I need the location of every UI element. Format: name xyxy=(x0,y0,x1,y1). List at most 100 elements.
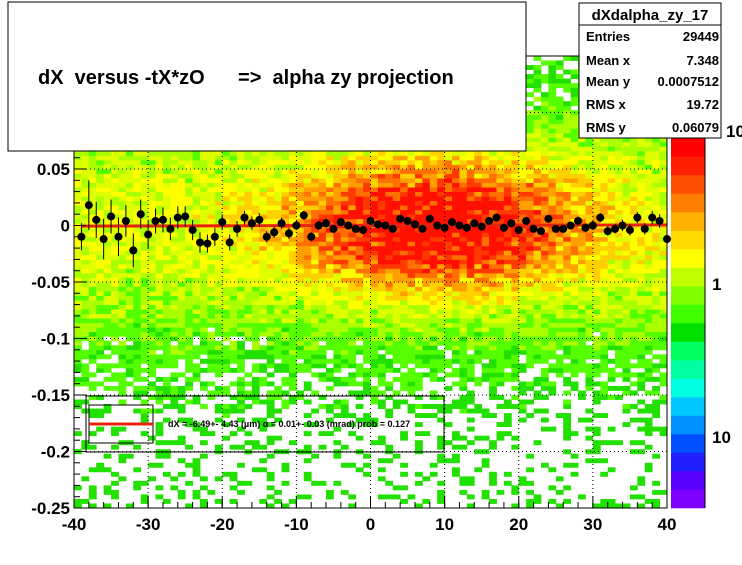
heatmap-cell xyxy=(422,227,431,233)
heatmap-cell xyxy=(177,282,186,287)
heatmap-cell xyxy=(496,381,505,387)
heatmap-cell xyxy=(511,173,520,179)
heatmap-cell xyxy=(318,431,327,437)
heatmap-cell xyxy=(503,150,512,156)
heatmap-cell xyxy=(185,259,193,265)
heatmap-cell xyxy=(318,282,327,287)
heatmap-cell xyxy=(333,155,342,161)
heatmap-cell xyxy=(251,214,260,220)
heatmap-cell xyxy=(229,191,238,197)
heatmap-cell xyxy=(318,155,327,161)
heatmap-cell xyxy=(229,178,238,183)
heatmap-cell xyxy=(422,498,431,504)
heatmap-cell xyxy=(370,291,379,296)
heatmap-cell xyxy=(377,313,386,319)
heatmap-cell xyxy=(296,390,305,396)
heatmap-cell xyxy=(192,426,201,432)
heatmap-cell xyxy=(540,159,549,165)
heatmap-cell xyxy=(400,200,408,206)
heatmap-cell xyxy=(392,182,401,188)
heatmap-cell xyxy=(133,318,142,324)
heatmap-cell xyxy=(140,250,149,256)
heatmap-cell xyxy=(481,164,490,170)
heatmap-cell xyxy=(207,209,216,215)
heatmap-cell xyxy=(533,376,542,382)
heatmap-cell xyxy=(414,250,423,256)
heatmap-cell xyxy=(274,349,282,355)
heatmap-cell xyxy=(333,286,342,292)
heatmap-cell xyxy=(459,159,468,165)
heatmap-cell xyxy=(518,173,527,179)
heatmap-cell xyxy=(88,182,97,188)
heatmap-cell xyxy=(422,413,431,418)
heatmap-cell xyxy=(437,250,446,256)
heatmap-cell xyxy=(266,259,275,265)
heatmap-cell xyxy=(244,331,253,337)
heatmap-cell xyxy=(125,322,134,328)
heatmap-cell xyxy=(474,232,483,238)
heatmap-cell xyxy=(533,209,542,215)
heatmap-cell xyxy=(148,349,156,355)
heatmap-cell xyxy=(563,462,572,468)
heatmap-cell xyxy=(400,363,408,369)
heatmap-cell xyxy=(133,345,142,351)
heatmap-cell xyxy=(133,286,142,292)
heatmap-cell xyxy=(385,173,394,179)
heatmap-cell xyxy=(296,218,305,224)
heatmap-cell xyxy=(340,227,349,233)
heatmap-cell xyxy=(437,200,446,206)
heatmap-cell xyxy=(526,123,534,129)
heatmap-cell xyxy=(429,241,438,247)
heatmap-cell xyxy=(103,489,112,495)
heatmap-cell xyxy=(466,232,475,238)
heatmap-cell xyxy=(118,178,127,183)
heatmap-cell xyxy=(355,236,364,242)
heatmap-cell xyxy=(88,245,97,251)
heatmap-cell xyxy=(162,318,171,324)
heatmap-cell xyxy=(452,245,460,251)
heatmap-cell xyxy=(548,286,557,292)
heatmap-cell xyxy=(392,304,401,310)
heatmap-cell xyxy=(348,304,357,310)
heatmap-cell xyxy=(326,340,334,346)
heatmap-cell xyxy=(392,187,401,192)
heatmap-cell xyxy=(489,309,497,315)
heatmap-cell xyxy=(237,268,245,274)
heatmap-cell xyxy=(288,363,297,369)
heatmap-cell xyxy=(118,277,127,283)
heatmap-cell xyxy=(392,241,401,247)
heatmap-cell xyxy=(222,268,231,274)
heatmap-cell xyxy=(370,295,379,301)
heatmap-cell xyxy=(400,431,408,437)
heatmap-cell xyxy=(200,232,208,238)
heatmap-cell xyxy=(333,209,342,215)
heatmap-cell xyxy=(118,173,127,179)
heatmap-cell xyxy=(540,101,549,107)
heatmap-cell xyxy=(96,200,105,206)
heatmap-cell xyxy=(385,241,394,247)
heatmap-cell xyxy=(407,309,416,315)
heatmap-cell xyxy=(214,318,223,324)
heatmap-cell xyxy=(214,250,223,256)
heatmap-cell xyxy=(555,358,564,364)
heatmap-cell xyxy=(355,367,364,373)
heatmap-cell xyxy=(88,413,97,418)
heatmap-cell xyxy=(555,110,564,116)
heatmap-cell xyxy=(222,309,231,315)
heatmap-cell xyxy=(177,404,186,409)
heatmap-cell xyxy=(214,327,223,333)
heatmap-cell xyxy=(318,268,327,274)
heatmap-cell xyxy=(429,404,438,409)
heatmap-cell xyxy=(148,309,156,315)
heatmap-cell xyxy=(414,372,423,378)
heatmap-cell xyxy=(377,272,386,278)
heatmap-cell xyxy=(503,345,512,351)
heatmap-cell xyxy=(429,268,438,274)
heatmap-cell xyxy=(340,381,349,387)
heatmap-cell xyxy=(140,385,149,391)
heatmap-cell xyxy=(422,322,431,328)
heatmap-cell xyxy=(548,295,557,301)
heatmap-cell xyxy=(377,191,386,197)
heatmap-cell xyxy=(214,263,223,269)
heatmap-cell xyxy=(333,345,342,351)
